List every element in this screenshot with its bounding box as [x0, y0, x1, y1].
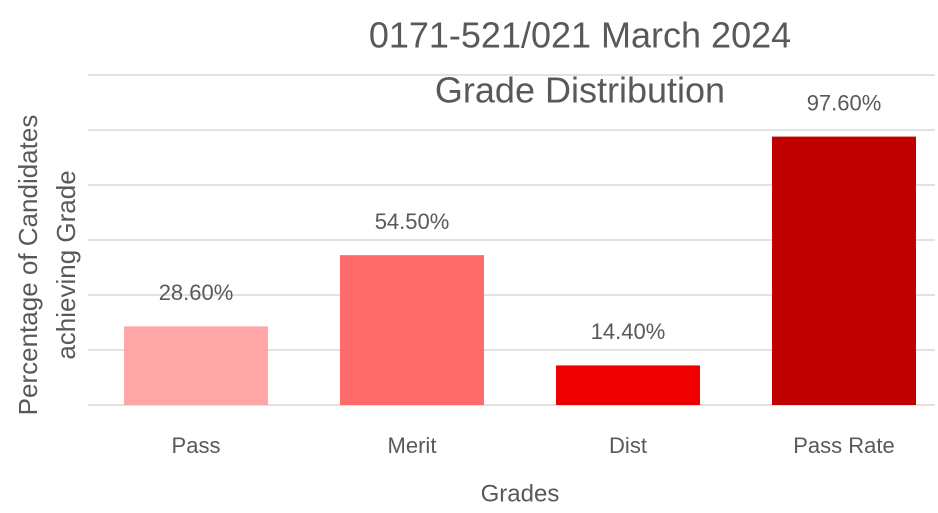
y-axis-label: achieving Grade — [51, 170, 81, 359]
bar — [772, 136, 916, 405]
data-label: 14.40% — [591, 319, 666, 344]
chart-title: Grade Distribution — [435, 70, 725, 111]
data-label: 97.60% — [807, 90, 882, 115]
x-tick-label: Pass — [172, 433, 221, 458]
data-label: 28.60% — [159, 280, 234, 305]
x-tick-label: Pass Rate — [793, 433, 895, 458]
y-axis-label: Percentage of Candidates — [13, 115, 43, 416]
chart-title: 0171-521/021 March 2024 — [369, 15, 791, 56]
data-label: 54.50% — [375, 209, 450, 234]
x-axis-label: Grades — [481, 480, 560, 507]
x-tick-label: Merit — [388, 433, 437, 458]
bar — [340, 255, 484, 405]
bar — [124, 326, 268, 405]
x-tick-label: Dist — [609, 433, 647, 458]
bar — [556, 365, 700, 405]
